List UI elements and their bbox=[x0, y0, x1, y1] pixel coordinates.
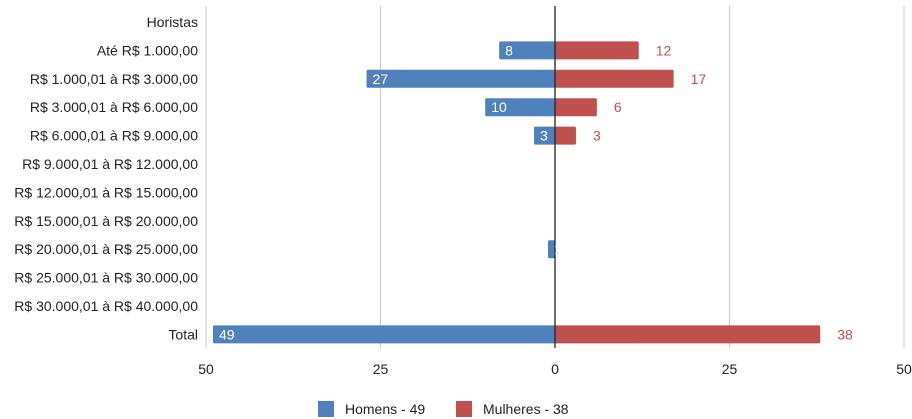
x-tick-label: 25 bbox=[722, 361, 738, 377]
data-label-homens: 27 bbox=[373, 71, 389, 87]
gridlines bbox=[205, 6, 905, 348]
category-label: R$ 30.000,01 à R$ 40.000,00 bbox=[14, 298, 198, 314]
data-label-homens: 8 bbox=[505, 42, 513, 58]
data-label-homens: 3 bbox=[540, 128, 548, 144]
legend-label: Homens - 49 bbox=[345, 401, 425, 417]
legend-swatch bbox=[318, 401, 334, 417]
category-label: R$ 15.000,01 à R$ 20.000,00 bbox=[14, 213, 198, 229]
category-label: R$ 12.000,01 à R$ 15.000,00 bbox=[14, 184, 198, 200]
bars bbox=[212, 41, 821, 344]
x-tick-label: 25 bbox=[373, 361, 389, 377]
category-label: R$ 1.000,01 à R$ 3.000,00 bbox=[30, 71, 198, 87]
data-label-homens: 49 bbox=[219, 326, 235, 342]
bar-mulheres bbox=[555, 41, 639, 60]
category-label: Até R$ 1.000,00 bbox=[97, 42, 198, 58]
data-label-homens: 1 bbox=[554, 241, 562, 257]
data-label-mulheres: 3 bbox=[593, 128, 601, 144]
data-label-mulheres: 17 bbox=[691, 71, 707, 87]
category-label: R$ 20.000,01 à R$ 25.000,00 bbox=[14, 241, 198, 257]
category-label: Total bbox=[168, 326, 198, 342]
bar-homens bbox=[366, 69, 555, 88]
bar-homens bbox=[499, 41, 555, 60]
data-label-mulheres: 12 bbox=[656, 42, 672, 58]
bar-homens bbox=[548, 240, 555, 259]
category-label: Horistas bbox=[147, 14, 198, 30]
data-label-mulheres: 38 bbox=[837, 326, 853, 342]
bar-mulheres bbox=[555, 98, 597, 117]
bar-homens bbox=[534, 126, 555, 145]
bar-mulheres bbox=[555, 69, 674, 88]
x-tick-label: 50 bbox=[896, 361, 912, 377]
legend-swatch bbox=[456, 401, 472, 417]
bar-homens bbox=[212, 325, 556, 344]
bar-homens bbox=[485, 98, 555, 117]
bar-mulheres bbox=[555, 325, 821, 344]
data-label-mulheres: 6 bbox=[614, 99, 622, 115]
category-label: R$ 25.000,01 à R$ 30.000,00 bbox=[14, 270, 198, 286]
data-label-homens: 10 bbox=[491, 99, 507, 115]
category-label: R$ 6.000,01 à R$ 9.000,00 bbox=[30, 128, 198, 144]
x-axis-ticks: 50 25 0 25 50 bbox=[198, 361, 912, 377]
category-label: R$ 9.000,01 à R$ 12.000,00 bbox=[22, 156, 198, 172]
bar-mulheres bbox=[555, 126, 576, 145]
category-label: R$ 3.000,01 à R$ 6.000,00 bbox=[30, 99, 198, 115]
x-tick-label: 50 bbox=[198, 361, 214, 377]
category-labels: Horistas Até R$ 1.000,00 R$ 1.000,01 à R$ … bbox=[14, 14, 198, 342]
legend: Homens - 49 Mulheres - 38 bbox=[318, 401, 569, 417]
legend-label: Mulheres - 38 bbox=[483, 401, 569, 417]
x-tick-label: 0 bbox=[551, 361, 559, 377]
